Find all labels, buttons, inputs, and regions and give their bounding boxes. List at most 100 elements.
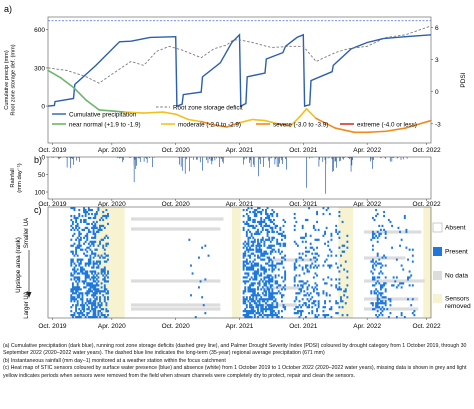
presence-cell (411, 260, 414, 263)
presence-cell (244, 254, 247, 257)
presence-cell (260, 264, 263, 267)
presence-cell (92, 252, 95, 255)
presence-cell (190, 264, 192, 267)
presence-cell (245, 258, 248, 261)
presence-cell (255, 250, 258, 253)
presence-cell (95, 248, 98, 251)
presence-cell (87, 276, 90, 279)
presence-cell (255, 262, 258, 265)
presence-cell (257, 207, 259, 210)
presence-cell (308, 284, 311, 287)
presence-cell (92, 310, 95, 313)
presence-cell (311, 252, 314, 255)
presence-cell (103, 314, 106, 317)
presence-cell (375, 264, 378, 267)
presence-cell (75, 250, 78, 253)
presence-cell (261, 236, 264, 239)
presence-cell (293, 312, 296, 315)
presence-cell (328, 266, 331, 269)
legend-label: Cumulative precipitation (69, 111, 137, 118)
presence-cell (92, 308, 95, 311)
presence-cell (91, 304, 93, 307)
presence-cell (100, 272, 103, 275)
presence-cell (261, 306, 264, 309)
presence-cell (247, 242, 250, 245)
presence-cell (250, 234, 253, 237)
presence-cell (245, 314, 248, 317)
presence-cell (405, 228, 408, 231)
presence-cell (252, 290, 255, 293)
presence-cell (378, 232, 381, 235)
presence-cell (274, 292, 277, 295)
presence-cell (375, 302, 378, 305)
presence-cell (263, 220, 266, 224)
presence-cell (277, 248, 280, 251)
presence-cell (324, 300, 326, 303)
presence-cell (249, 224, 251, 228)
presence-cell (277, 232, 280, 235)
presence-cell (253, 238, 256, 241)
presence-cell (76, 258, 79, 261)
presence-cell (341, 220, 344, 224)
presence-cell (279, 226, 282, 230)
pdsi-segment (47, 69, 62, 79)
presence-cell (79, 244, 82, 247)
caption-c: (c) Heat map of STIC sensors coloured by… (3, 365, 467, 379)
presence-cell (258, 210, 261, 214)
presence-cell (252, 220, 255, 224)
x-tick-label: Apr. 2020 (98, 201, 126, 208)
presence-cell (103, 256, 106, 259)
presence-cell (71, 316, 74, 319)
presence-cell (282, 230, 285, 233)
presence-cell (316, 308, 318, 311)
presence-cell (255, 212, 258, 216)
presence-cell (379, 266, 382, 269)
presence-cell (381, 300, 384, 303)
presence-cell (92, 304, 95, 307)
presence-cell (73, 276, 76, 279)
presence-cell (84, 286, 87, 289)
presence-cell (271, 308, 274, 311)
presence-cell (330, 250, 333, 253)
presence-cell (306, 264, 309, 267)
presence-cell (379, 308, 382, 311)
x-tick-label: Apr. 2022 (353, 323, 381, 330)
presence-cell (105, 308, 108, 311)
presence-cell (94, 232, 97, 235)
presence-cell (207, 254, 210, 257)
presence-cell (83, 272, 86, 275)
presence-cell (250, 207, 253, 210)
presence-cell (276, 316, 279, 319)
presence-cell (384, 232, 387, 235)
presence-cell (304, 282, 307, 285)
presence-cell (301, 240, 304, 243)
legend-label: near normal (+1.9 to -1.9) (69, 121, 141, 128)
presence-cell (274, 300, 277, 303)
presence-cell (324, 230, 326, 233)
presence-cell (94, 286, 97, 289)
presence-cell (317, 294, 320, 297)
presence-cell (249, 254, 251, 257)
presence-cell (346, 234, 349, 237)
presence-cell (92, 312, 95, 315)
presence-cell (411, 248, 414, 251)
presence-cell (250, 306, 253, 309)
presence-cell (340, 300, 342, 303)
presence-cell (279, 292, 282, 295)
presence-cell (105, 260, 108, 263)
presence-cell (245, 208, 248, 212)
presence-cell (276, 286, 279, 289)
presence-cell (277, 268, 280, 271)
presence-cell (269, 226, 272, 230)
presence-cell (309, 258, 312, 261)
presence-cell (70, 288, 73, 291)
presence-cell (276, 302, 279, 305)
presence-cell (376, 298, 379, 301)
presence-cell (314, 304, 317, 307)
presence-cell (309, 298, 312, 301)
presence-cell (280, 260, 283, 263)
presence-cell (375, 292, 378, 295)
presence-cell (317, 238, 320, 241)
presence-cell (387, 316, 390, 319)
presence-cell (293, 264, 296, 267)
